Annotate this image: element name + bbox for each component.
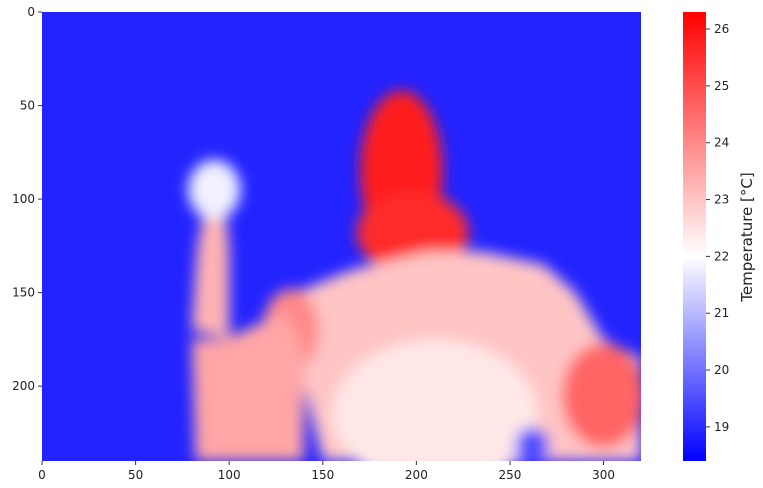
x-tick-label: 50	[128, 468, 143, 482]
region-lower-torso	[332, 339, 539, 461]
heatmap-regions	[188, 90, 641, 461]
colorbar-gradient	[683, 12, 706, 461]
region-upper-arm	[191, 311, 305, 461]
region-forearm	[191, 199, 230, 340]
x-tick-label: 200	[405, 468, 428, 482]
x-tick-label: 250	[499, 468, 522, 482]
colorbar-tick-label: 24	[714, 136, 729, 150]
colorbar-label: Temperature [°C]	[738, 172, 756, 302]
y-tick-label: 50	[20, 99, 35, 113]
colorbar-tick-label: 21	[714, 306, 729, 320]
y-tick-label: 200	[12, 379, 35, 393]
heatmap	[42, 12, 641, 461]
colorbar-tick-label: 22	[714, 249, 729, 263]
y-axis: 0 50 100 150 200	[12, 5, 42, 393]
colorbar-tick-label: 20	[714, 363, 729, 377]
region-right-shoulder	[562, 343, 641, 448]
colorbar-tick-label: 26	[714, 22, 729, 36]
x-axis: 0 50 100 150 200 250 300	[38, 461, 615, 482]
x-tick-label: 150	[311, 468, 334, 482]
region-cold-pocket	[515, 427, 550, 461]
y-tick-label: 0	[27, 5, 35, 19]
colorbar-tick-label: 25	[714, 79, 729, 93]
y-tick-label: 150	[12, 286, 35, 300]
x-tick-label: 100	[218, 468, 241, 482]
colorbar-tick-label: 23	[714, 193, 729, 207]
region-hand	[188, 159, 241, 220]
x-tick-label: 300	[592, 468, 615, 482]
colorbar-ticks: 19 20 21 22 23 24 25 26	[706, 22, 729, 434]
colorbar-tick-label: 19	[714, 420, 729, 434]
y-tick-label: 100	[12, 192, 35, 206]
x-tick-label: 0	[38, 468, 46, 482]
colorbar: 19 20 21 22 23 24 25 26 Temperature [°C]	[683, 12, 756, 461]
